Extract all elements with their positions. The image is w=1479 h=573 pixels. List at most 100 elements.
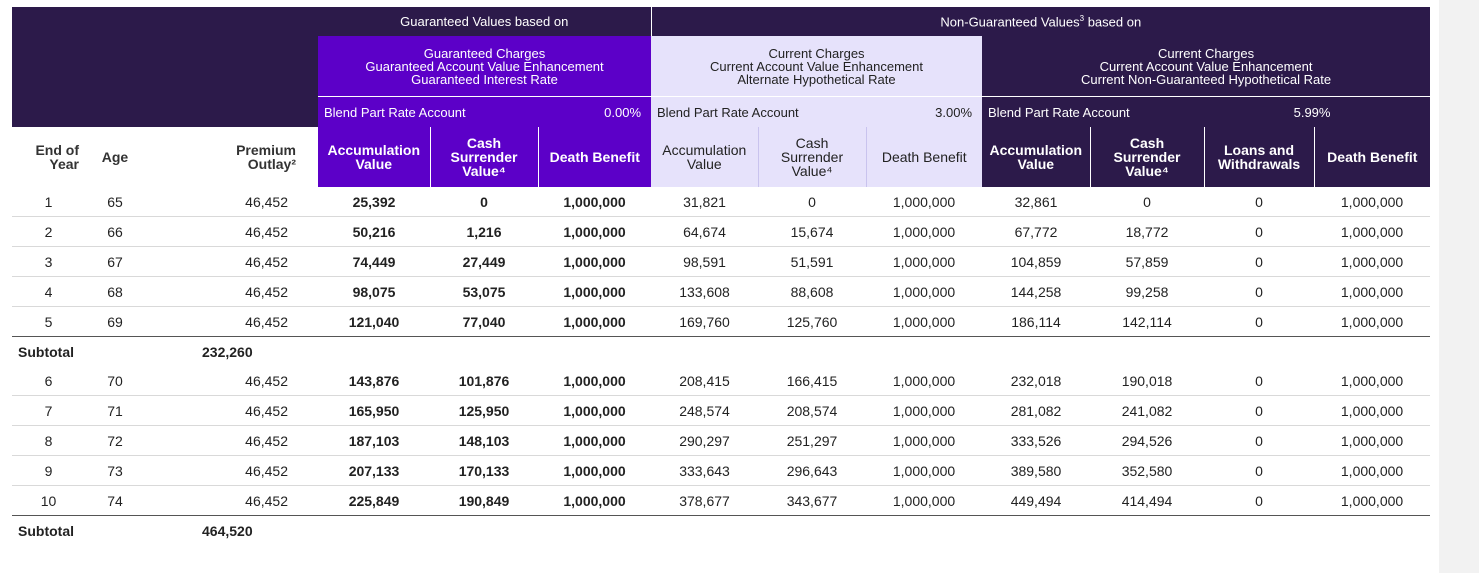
table-row: 8 72 46,452 187,103 148,103 1,000,000 290,297 2… [12, 425, 1431, 456]
cell-g-death-benefit: 1,000,000 [538, 276, 652, 307]
table-row: 5 69 46,452 121,040 77,040 1,000,000 169,760 12… [12, 306, 1431, 337]
subtotal-empty [318, 337, 1430, 367]
scenario-current-line2: Current Account Value Enhancement [1099, 58, 1313, 74]
cell-c-death-benefit: 1,000,000 [1314, 216, 1431, 247]
cell-premium: 46,452 [145, 485, 318, 516]
cell-a-death-benefit: 1,000,000 [866, 455, 983, 486]
scenario-guaranteed: Guaranteed Charges Guaranteed Account Va… [318, 36, 652, 97]
cell-c-loans: 0 [1204, 485, 1315, 516]
col-g-acc-l1: Accumulation [327, 142, 421, 158]
col-a-death-benefit: Death Benefit [865, 127, 983, 187]
cell-c-accumulation: 104,859 [982, 246, 1091, 277]
cell-c-loans: 0 [1204, 395, 1315, 426]
subtotal-label: Subtotal [18, 522, 74, 539]
subtotal-row: Subtotal 232,260 [12, 337, 1430, 367]
scenario-guaranteed-line2: Guaranteed Account Value Enhancement [365, 58, 604, 74]
table-row: 1 65 46,452 25,392 0 1,000,000 31,821 0 1,000,00… [12, 187, 1431, 217]
cell-a-accumulation: 378,677 [651, 485, 759, 516]
cell-a-death-benefit: 1,000,000 [866, 187, 983, 217]
cell-g-accumulation: 225,849 [318, 485, 430, 516]
cell-g-cash-surrender: 190,849 [430, 485, 538, 516]
col-end-of-year: End of Year [12, 127, 85, 187]
cell-a-accumulation: 133,608 [651, 276, 759, 307]
cell-g-cash-surrender: 170,133 [430, 455, 538, 486]
col-a-csv-l2: Surrender [780, 149, 844, 165]
cell-c-accumulation: 449,494 [982, 485, 1091, 516]
cell-c-accumulation: 144,258 [982, 276, 1091, 307]
cell-g-cash-surrender: 1,216 [430, 216, 538, 247]
cell-a-cash-surrender: 251,297 [758, 425, 867, 456]
cell-a-death-benefit: 1,000,000 [866, 366, 983, 396]
scenario-current: Current Charges Current Account Value En… [982, 36, 1431, 97]
col-c-acc-l1: Accumulation [989, 142, 1083, 158]
cell-c-cash-surrender: 414,494 [1090, 485, 1205, 516]
cell-a-accumulation: 64,674 [651, 216, 759, 247]
nonguaranteed-group-label: Non-Guaranteed Values [940, 14, 1080, 30]
cell-c-accumulation: 232,018 [982, 366, 1091, 396]
cell-year: 2 [12, 216, 85, 247]
col-c-csv-l2: Surrender [1113, 149, 1181, 165]
table-row: 6 70 46,452 143,876 101,876 1,000,000 208,415 1… [12, 366, 1431, 396]
cell-a-death-benefit: 1,000,000 [866, 306, 983, 337]
cell-c-loans: 0 [1204, 366, 1315, 396]
cell-c-loans: 0 [1204, 276, 1315, 307]
cell-c-cash-surrender: 352,580 [1090, 455, 1205, 486]
rate-label-current: Blend Part Rate Account [982, 96, 1205, 127]
cell-a-death-benefit: 1,000,000 [866, 216, 983, 247]
cell-c-loans: 0 [1204, 425, 1315, 456]
cell-g-accumulation: 50,216 [318, 216, 430, 247]
cell-g-death-benefit: 1,000,000 [538, 216, 652, 247]
cell-a-death-benefit: 1,000,000 [866, 425, 983, 456]
col-g-cash-surrender: Cash Surrender Value⁴ [429, 127, 538, 187]
cell-year: 3 [12, 246, 85, 277]
table-row: 3 67 46,452 74,449 27,449 1,000,000 98,591 51,5… [12, 246, 1431, 277]
cell-a-accumulation: 208,415 [651, 366, 759, 396]
cell-age: 70 [85, 366, 145, 396]
col-c-loans: Loans and Withdrawals [1203, 127, 1315, 187]
cell-g-death-benefit: 1,000,000 [538, 187, 652, 217]
cell-g-cash-surrender: 101,876 [430, 366, 538, 396]
col-g-death-benefit: Death Benefit [537, 127, 652, 187]
subtotal-premium: 464,520 [202, 522, 253, 539]
col-g-csv-l1: Cash [466, 135, 502, 151]
cell-g-accumulation: 143,876 [318, 366, 430, 396]
col-c-csv-l3: Value⁴ [1125, 163, 1169, 179]
cell-g-death-benefit: 1,000,000 [538, 246, 652, 277]
scenario-current-line1: Current Charges [1157, 45, 1255, 61]
cell-c-loans: 0 [1204, 455, 1315, 486]
cell-a-accumulation: 248,574 [651, 395, 759, 426]
rate-value-current: 5.99% [1204, 96, 1431, 127]
scenario-guaranteed-line3: Guaranteed Interest Rate [411, 71, 558, 87]
table-row: 7 71 46,452 165,950 125,950 1,000,000 248,574 2… [12, 395, 1431, 426]
cell-g-accumulation: 207,133 [318, 455, 430, 486]
cell-g-death-benefit: 1,000,000 [538, 425, 652, 456]
subtotal-premium: 232,260 [202, 343, 253, 360]
cell-premium: 46,452 [145, 455, 318, 486]
cell-a-cash-surrender: 208,574 [758, 395, 867, 426]
cell-year: 8 [12, 425, 85, 456]
cell-c-cash-surrender: 190,018 [1090, 366, 1205, 396]
cell-c-loans: 0 [1204, 187, 1315, 217]
cell-g-death-benefit: 1,000,000 [538, 366, 652, 396]
cell-c-death-benefit: 1,000,000 [1314, 485, 1431, 516]
cell-a-cash-surrender: 15,674 [758, 216, 867, 247]
cell-c-cash-surrender: 241,082 [1090, 395, 1205, 426]
nonguaranteed-group-header: Non-Guaranteed Values3 based on [650, 7, 1431, 36]
cell-g-death-benefit: 1,000,000 [538, 306, 652, 337]
rate-label-alternate: Blend Part Rate Account [651, 96, 867, 127]
cell-g-death-benefit: 1,000,000 [538, 395, 652, 426]
col-c-acc-l2: Value [1017, 156, 1055, 172]
cell-age: 74 [85, 485, 145, 516]
rate-label-guaranteed: Blend Part Rate Account [318, 96, 538, 127]
cell-c-cash-surrender: 142,114 [1090, 306, 1205, 337]
col-a-cash-surrender: Cash Surrender Value⁴ [757, 127, 867, 187]
col-a-acc-l2: Value [686, 156, 722, 172]
cell-premium: 46,452 [145, 276, 318, 307]
nonguaranteed-group-suffix: based on [1084, 14, 1142, 30]
cell-year: 9 [12, 455, 85, 486]
scenario-current-line3: Current Non-Guaranteed Hypothetical Rate [1081, 71, 1332, 87]
cell-c-death-benefit: 1,000,000 [1314, 366, 1431, 396]
cell-a-cash-surrender: 166,415 [758, 366, 867, 396]
cell-a-death-benefit: 1,000,000 [866, 246, 983, 277]
cell-g-accumulation: 165,950 [318, 395, 430, 426]
